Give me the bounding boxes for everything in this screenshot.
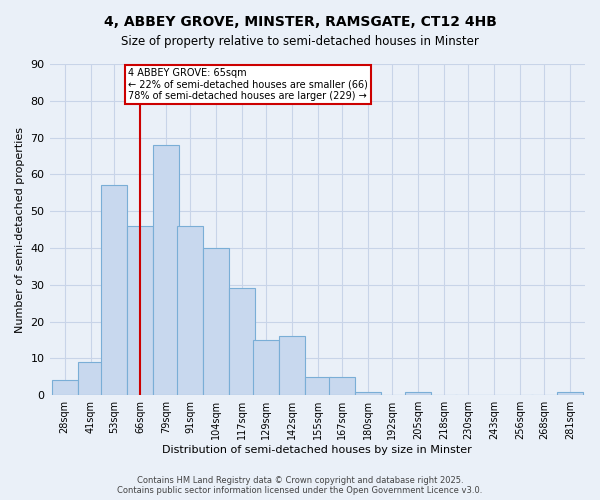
Bar	[178, 226, 203, 395]
Bar	[355, 392, 381, 395]
Text: Contains HM Land Registry data © Crown copyright and database right 2025.
Contai: Contains HM Land Registry data © Crown c…	[118, 476, 482, 495]
Bar	[52, 380, 77, 395]
Bar	[305, 377, 331, 395]
Text: 4 ABBEY GROVE: 65sqm
← 22% of semi-detached houses are smaller (66)
78% of semi-: 4 ABBEY GROVE: 65sqm ← 22% of semi-detac…	[128, 68, 368, 101]
Bar	[229, 288, 256, 395]
Text: Size of property relative to semi-detached houses in Minster: Size of property relative to semi-detach…	[121, 35, 479, 48]
Bar	[154, 145, 179, 395]
Bar	[253, 340, 280, 395]
Bar	[557, 392, 583, 395]
Bar	[405, 392, 431, 395]
Bar	[203, 248, 229, 395]
Bar	[329, 377, 355, 395]
Bar	[101, 186, 127, 395]
Text: 4, ABBEY GROVE, MINSTER, RAMSGATE, CT12 4HB: 4, ABBEY GROVE, MINSTER, RAMSGATE, CT12 …	[104, 15, 496, 29]
Bar	[127, 226, 154, 395]
X-axis label: Distribution of semi-detached houses by size in Minster: Distribution of semi-detached houses by …	[163, 445, 472, 455]
Bar	[280, 336, 305, 395]
Y-axis label: Number of semi-detached properties: Number of semi-detached properties	[15, 126, 25, 332]
Bar	[77, 362, 103, 395]
